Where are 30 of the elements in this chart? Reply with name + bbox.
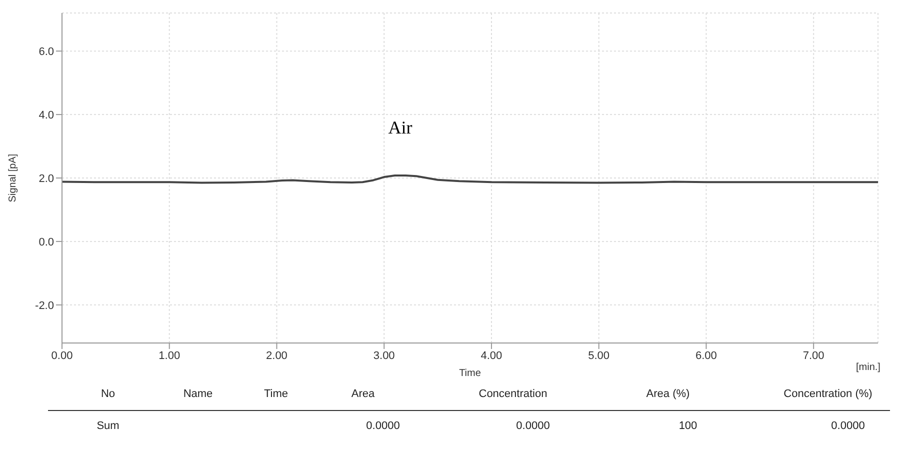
text: Sum [96, 420, 120, 432]
x-tick-label: 1.00 [158, 350, 180, 362]
y-tick-label: 4.0 [38, 109, 54, 122]
y-tick-label: 0.0 [38, 236, 54, 248]
text: Concentration (%) [782, 388, 874, 400]
text: Area [351, 388, 375, 400]
line-series [62, 174, 878, 184]
y-tick-label: 2.0 [38, 172, 54, 185]
y-tick-label: 6.0 [38, 46, 54, 58]
text: 100 [678, 420, 698, 432]
text: Concentration [478, 388, 548, 400]
x-axis-title: Time [459, 368, 482, 379]
x-tick-label: 4.00 [480, 350, 502, 362]
x-tick-label: 7.00 [802, 350, 824, 362]
text: [min.] [856, 362, 880, 373]
y-tick-label: -2.0 [35, 300, 54, 312]
x-tick-label: 5.00 [588, 350, 610, 362]
x-tick-label: 6.00 [696, 350, 717, 362]
x-tick-label: 0.00 [51, 350, 73, 362]
x-tick-label: 3.00 [373, 350, 395, 362]
text: Name [183, 388, 213, 400]
text: Area (%) [645, 388, 691, 400]
annotation: Air [388, 117, 412, 138]
text: Time [264, 388, 288, 400]
text: 0.0000 [365, 420, 401, 432]
text: 0.0000 [830, 420, 866, 432]
x-tick-label: 2.00 [266, 350, 288, 362]
text: 0.0000 [515, 420, 551, 432]
text: No [100, 388, 116, 400]
y-axis-title: Signal [pA] [8, 154, 19, 202]
